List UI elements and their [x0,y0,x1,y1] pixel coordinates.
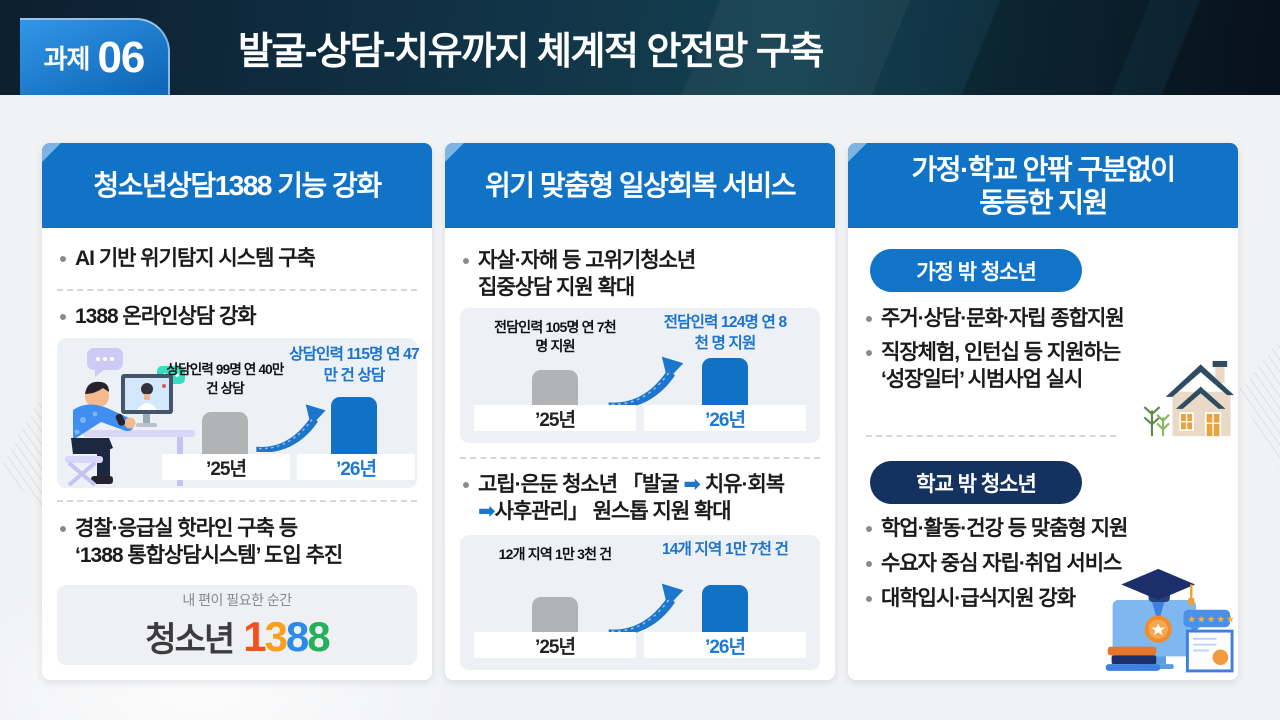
house-illustration [1143,360,1234,437]
card3-bullet-internship: 직장체험, 인턴십 등 지원하는 ‘성장일터’ 시범사업 실시 [866,339,1226,393]
year-2025-label: ’25년 [474,405,636,431]
youth-1388-logo: 내 편이 필요한 순간 청소년 1388 [57,585,417,665]
card3-bullet-custom-support: 학업·활동·건강 등 맞춤형 지원 [866,515,1226,542]
card2-header: 위기 맞춤형 일상회복 서비스 [445,143,835,228]
growth-arrow-icon [256,404,326,452]
bullet-dot [463,258,469,264]
bar-2025 [202,412,248,454]
bar-2026 [702,585,748,632]
bullet-dot [866,561,872,567]
slide-title: 발굴-상담-치유까지 체계적 안전망 구축 [238,31,824,73]
bullet-dot [866,350,872,356]
growth-arrow-icon [608,356,684,408]
bullet-dot [60,314,66,320]
card3-bullet-housing: 주거·상담·문화·자립 종합지원 [866,305,1226,332]
step-arrow-icon: ➡ [478,500,496,523]
step-arrow-icon: ➡ [683,473,701,496]
year-2025-label: ’25년 [474,632,636,658]
year-2026-label: ’26년 [644,632,806,658]
chart-after-label: 전담인력 124명 연 8천 명 지원 [663,314,787,352]
divider [866,435,1116,437]
chart-before-label: 12개 지역 1만 3천 건 [498,546,613,562]
card1-header: 청소년상담1388 기능 강화 [42,143,432,228]
card3-title: 가정·학교 안팎 구분없이 동등한 지원 [911,153,1176,218]
year-2026-label: ’26년 [297,454,415,480]
growth-arrow-icon [608,583,684,635]
card3-header: 가정·학교 안팎 구분없이 동등한 지원 [848,143,1238,228]
card2-chart-regions: 12개 지역 1만 3천 건 14개 지역 1만 7천 건 ’25년 ’26년 [460,535,820,670]
year-2025-label: ’25년 [162,454,290,480]
divider [460,457,820,459]
year-2026-label: ’26년 [644,405,806,431]
bullet-dot [463,482,469,488]
svg-text:★★★★★: ★★★★★ [1187,614,1234,625]
card-counseling-1388: 청소년상담1388 기능 강화 AI 기반 위기탐지 시스템 구축 1388 온… [42,143,432,680]
chart-before-label: 전담인력 105명 연 7천 명 지원 [494,319,617,354]
card1-chart: 상담인력 99명 연 40만 건 상담 상담인력 115명 연 47만 건 상담… [57,338,420,488]
header-stripe [1151,0,1280,95]
card2-chart-staff: 전담인력 105명 연 7천 명 지원 전담인력 124명 연 8천 명 지원 … [460,308,820,443]
bullet-dot [866,526,872,532]
card1-bullet-hotline: 경찰·응급실 핫라인 구축 등 ‘1388 통합상담시스템’ 도입 추진 [60,515,420,569]
card1-title: 청소년상담1388 기능 강화 [93,170,382,201]
logo-tagline: 내 편이 필요한 순간 [182,591,292,608]
card-crisis-recovery: 위기 맞춤형 일상회복 서비스 자살·자해 등 고위기청소년 집중상담 지원 확… [445,143,835,680]
chart-before-label: 상담인력 99명 연 40만 건 상담 [166,362,284,396]
logo-brand-text: 청소년 [145,620,235,659]
bullet-dot [866,316,872,322]
card1-bullet-ai: AI 기반 위기탐지 시스템 구축 [60,245,420,272]
divider [57,289,417,291]
decor-lines-right [1238,340,1280,470]
bar-2026 [331,397,377,454]
logo-digits: 1388 [243,612,330,660]
bullet-dot [60,526,66,532]
card2-bullet-onestop: 고립·은둔 청소년 「발굴 ➡ 치유·회복 ➡사후관리」 원스톱 지원 확대 [463,471,823,525]
card3-bullet-employment: 수요자 중심 자립·취업 서비스 [866,550,1226,577]
bullet-dot [60,256,66,262]
video-counseling-illustration [65,348,195,486]
card2-title: 위기 맞춤형 일상회복 서비스 [485,170,796,201]
bar-2025 [532,370,578,405]
card3-bullet-admission: 대학입시·급식지원 강화 [866,585,1226,612]
chart-after-label: 14개 지역 1만 7천 건 [661,541,789,558]
chart-after-label: 상담인력 115명 연 47만 건 상담 [289,346,419,384]
card1-bullet-online: 1388 온라인상담 강화 [60,303,420,330]
divider [57,500,417,502]
bar-2026 [702,358,748,405]
header-stripe [951,0,1159,95]
bullet-dot [866,596,872,602]
badge-out-of-home-youth: 가정 밖 청소년 [870,249,1082,292]
education-illustration: ★★★★★ [1105,568,1234,673]
bar-2025 [532,597,578,632]
task-number-badge: 과제 06 [20,18,170,95]
task-number: 06 [97,32,145,82]
card-equal-support: 가정·학교 안팎 구분없이 동등한 지원 가정 밖 청소년 주거·상담·문화·자… [848,143,1238,680]
card2-bullet-highrisk: 자살·자해 등 고위기청소년 집중상담 지원 확대 [463,247,823,301]
slide-header: 과제 06 발굴-상담-치유까지 체계적 안전망 구축 [0,0,1280,95]
badge-out-of-school-youth: 학교 밖 청소년 [870,461,1082,504]
task-label: 과제 [43,44,91,74]
